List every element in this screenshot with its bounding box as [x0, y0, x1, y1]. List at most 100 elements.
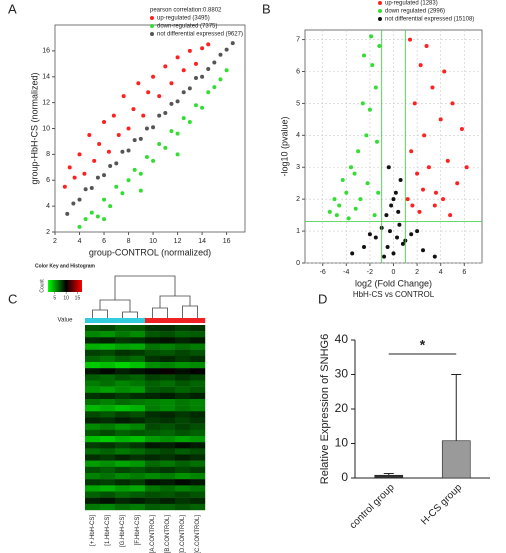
point	[410, 203, 415, 208]
point	[384, 213, 389, 218]
heat-cell	[190, 497, 206, 505]
legend-swatch	[378, 9, 382, 13]
point	[120, 149, 125, 154]
point	[337, 203, 342, 208]
y-tick-label: 20	[335, 401, 349, 415]
point	[415, 229, 420, 234]
panel-label: A	[8, 1, 17, 16]
heat-cell	[145, 417, 161, 424]
x-tick-label: control group	[348, 482, 397, 531]
x-tick-label: H-CS group	[419, 482, 464, 527]
point	[138, 136, 143, 141]
heat-cell	[145, 485, 161, 492]
x-tick-label: 0	[392, 269, 396, 276]
column-label: [C.CONTROL]	[195, 515, 201, 553]
point	[387, 229, 392, 234]
point	[77, 197, 82, 202]
x-tick-label: 16	[223, 238, 231, 245]
heat-cell	[130, 454, 146, 461]
y-tick-label: 5	[296, 100, 300, 107]
heat-cell	[115, 380, 131, 387]
point	[102, 217, 107, 222]
group-bar	[130, 318, 146, 323]
point	[385, 245, 390, 250]
bar	[441, 440, 471, 479]
point	[353, 206, 358, 211]
heat-cell	[130, 325, 146, 332]
heat-cell	[190, 436, 206, 443]
heat-cell	[145, 392, 161, 400]
point	[362, 245, 366, 250]
heat-cell	[100, 368, 116, 375]
heat-cell	[175, 374, 191, 381]
y-axis-label: group-HbH-CS (normalized)	[29, 72, 39, 184]
point	[432, 203, 437, 208]
heat-cell	[175, 399, 191, 406]
heat-cell	[100, 429, 116, 437]
point	[102, 173, 107, 178]
heat-cell	[160, 491, 176, 498]
point	[169, 81, 174, 86]
point	[141, 113, 146, 118]
heat-cell	[115, 460, 131, 468]
point	[114, 184, 119, 189]
point	[144, 154, 149, 159]
subtitle: HbH-CS vs CONTROL	[353, 290, 435, 299]
heat-cell	[115, 448, 131, 455]
point	[421, 248, 425, 253]
point	[464, 165, 469, 170]
heat-cell	[175, 417, 191, 424]
y-axis-label: -log10 (pvalue)	[279, 116, 289, 176]
heat-cell	[85, 436, 101, 443]
heat-cell	[190, 337, 206, 344]
column-label: [G.HbH-CS]	[120, 515, 126, 547]
x-axis-label: group-CONTROL (normalized)	[89, 247, 211, 257]
heat-cell	[130, 362, 146, 369]
heat-cell	[145, 423, 161, 431]
x-tick-label: 4	[439, 269, 443, 276]
x-tick-label: 6	[462, 269, 466, 276]
heat-cell	[85, 392, 101, 400]
heat-cell	[160, 497, 176, 505]
point	[412, 101, 417, 106]
key-tick-label: 15	[75, 295, 81, 301]
point	[193, 103, 198, 108]
point	[396, 209, 401, 214]
heat-cell	[85, 417, 101, 424]
heat-cell	[145, 325, 161, 332]
point	[111, 113, 116, 118]
heat-cell	[160, 343, 176, 350]
heat-cell	[160, 417, 176, 424]
group-bar	[115, 318, 131, 323]
point	[367, 107, 372, 112]
point	[430, 85, 435, 90]
point	[373, 235, 378, 240]
heat-cell	[190, 374, 206, 381]
point	[230, 41, 235, 46]
point	[376, 190, 381, 195]
point	[77, 224, 82, 229]
key-title: Color Key and Histogram	[35, 263, 96, 269]
heat-cell	[130, 331, 146, 338]
y-tick-label: 1	[296, 228, 300, 235]
heat-cell	[130, 442, 146, 449]
heat-cell	[115, 399, 131, 406]
heat-cell	[115, 343, 131, 350]
legend-title: pearson correlation:0.8802	[150, 8, 222, 14]
group-bar	[190, 318, 206, 323]
heat-cell	[160, 485, 176, 492]
heat-cell	[145, 343, 161, 350]
y-tick-label: 0	[296, 260, 300, 267]
heat-cell	[115, 325, 131, 332]
heat-cell	[85, 423, 101, 431]
heat-cell	[175, 479, 191, 486]
heat-cell	[85, 485, 101, 492]
heat-cell	[100, 473, 116, 480]
point	[374, 139, 379, 144]
heat-cell	[130, 429, 146, 437]
heat-cell	[115, 331, 131, 338]
point	[175, 131, 180, 136]
heat-cell	[175, 386, 191, 394]
heat-cell	[100, 392, 116, 400]
y-tick-label: 10	[335, 436, 349, 450]
